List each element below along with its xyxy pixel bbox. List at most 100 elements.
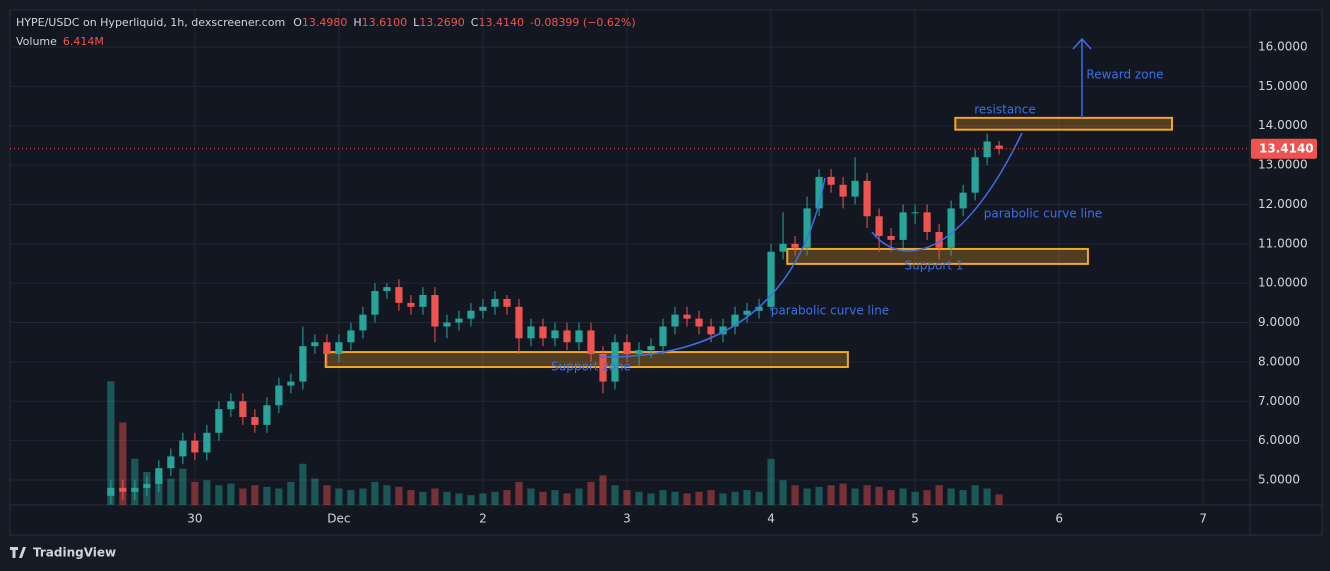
volume-bar <box>323 485 331 505</box>
change: -0.08399 (−0.62%) <box>530 16 636 29</box>
volume-bar <box>575 488 583 505</box>
volume-bar <box>359 488 367 505</box>
volume-bar <box>707 490 715 505</box>
x-tick-label: 2 <box>479 512 487 526</box>
candle-body <box>443 322 451 327</box>
volume-bar <box>671 491 679 505</box>
y-tick-label: 12.0000 <box>1258 197 1308 211</box>
volume-bar <box>803 488 811 505</box>
y-tick-label: 9.0000 <box>1258 315 1300 329</box>
candle-body <box>671 314 679 327</box>
volume-bar <box>203 480 211 505</box>
candle-body <box>263 405 271 425</box>
candle-body <box>515 306 523 339</box>
candle-body <box>635 350 643 355</box>
volume-bar <box>119 422 127 505</box>
candle-body <box>287 381 295 386</box>
volume-bar <box>827 485 835 505</box>
candle-body <box>803 208 811 248</box>
axes: 5.0000 6.0000 7.0000 8.0000 9.0000 10.0000 11.… <box>10 40 1317 526</box>
candle-body <box>839 184 847 197</box>
volume-bar <box>479 493 487 505</box>
candle-body <box>779 243 787 252</box>
volume-bar <box>311 478 319 505</box>
last-price-label: 13.4140 <box>1259 141 1314 155</box>
volume-bar <box>215 485 223 505</box>
volume-bar <box>755 491 763 505</box>
candle-body <box>731 314 739 327</box>
candle-body <box>131 487 139 492</box>
candle-body <box>971 157 979 193</box>
volume-bar <box>875 486 883 505</box>
volume-bar <box>455 493 463 505</box>
annotation: resistance <box>974 103 1036 117</box>
candle-body <box>347 330 355 343</box>
candle-body <box>563 330 571 343</box>
y-tick-label: 14.0000 <box>1258 118 1308 132</box>
volume-bar <box>695 491 703 505</box>
volume-bar <box>419 491 427 505</box>
candle-body <box>371 291 379 315</box>
x-tick-label: 30 <box>187 512 202 526</box>
volume-bar <box>839 483 847 505</box>
volume-bar <box>635 491 643 505</box>
candle-body <box>179 440 187 457</box>
candle-body <box>899 212 907 240</box>
candle-body <box>599 354 607 382</box>
volume-bar <box>371 481 379 505</box>
annotation: Support zone <box>551 360 631 374</box>
volume-bar <box>107 381 115 505</box>
volume-bar <box>527 488 535 505</box>
candle-body <box>851 180 859 197</box>
legend-header: HYPE/USDC on Hyperliquid, 1h, dexscreene… <box>16 16 636 29</box>
candle-body <box>455 318 463 323</box>
ohlc-label: C <box>471 16 479 29</box>
zones <box>324 116 1173 369</box>
ohlc-value: 13.2690 <box>419 16 465 29</box>
volume-bar <box>899 488 907 505</box>
annotation: Reward zone <box>1086 68 1163 82</box>
x-tick-label: 3 <box>623 512 631 526</box>
volume-bar <box>683 493 691 505</box>
volume-bar <box>851 488 859 505</box>
candle-body <box>995 145 1003 149</box>
volume-bar <box>191 481 199 505</box>
volume-bar <box>443 491 451 505</box>
candles <box>107 133 1003 504</box>
candle-body <box>191 440 199 453</box>
reward-arrow-head <box>1072 37 1092 50</box>
volume-label: Volume <box>16 35 57 48</box>
candle-body <box>491 298 499 307</box>
candle-body <box>155 468 163 484</box>
candle-body <box>239 401 247 418</box>
volume-bar <box>347 490 355 505</box>
volume-bar <box>167 478 175 505</box>
volume-bar <box>731 491 739 505</box>
brand-logo <box>10 547 26 558</box>
volume-header: Volume 6.414M <box>16 35 104 48</box>
candle-body <box>551 330 559 339</box>
zone <box>954 116 1173 131</box>
volume-bar <box>587 481 595 505</box>
y-tick-label: 7.0000 <box>1258 394 1300 408</box>
volume-bar <box>983 488 991 505</box>
volume-bar <box>863 485 871 505</box>
volume-bar <box>959 490 967 505</box>
volume-bar <box>179 468 187 505</box>
zone <box>786 247 1089 265</box>
ohlc-value: 13.6100 <box>362 16 408 29</box>
candle-body <box>203 432 211 453</box>
candle-body <box>527 326 535 339</box>
candle-body <box>407 302 415 307</box>
candle-body <box>863 180 871 217</box>
candle-body <box>467 310 475 319</box>
volume-value: 6.414M <box>63 35 104 48</box>
candle-body <box>791 243 799 248</box>
y-tick-label: 6.0000 <box>1258 433 1300 447</box>
candle-body <box>299 346 307 382</box>
volume-bar <box>815 486 823 505</box>
volume-bar <box>431 488 439 505</box>
candle-body <box>587 330 595 355</box>
